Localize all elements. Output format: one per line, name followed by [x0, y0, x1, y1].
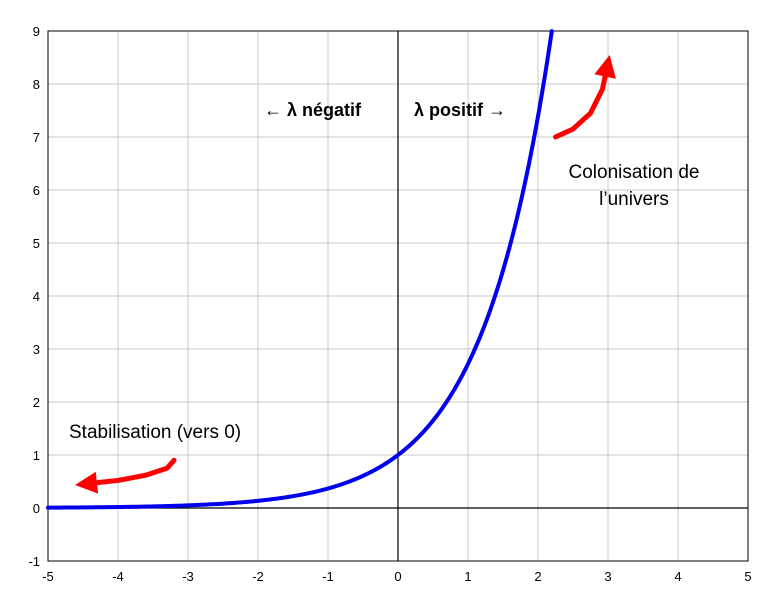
x-tick-label-2: -3 [182, 569, 194, 584]
colonisation-arrow-head [594, 54, 616, 79]
x-tick-label-0: -5 [42, 569, 54, 584]
x-tick-label-4: -1 [322, 569, 334, 584]
annotation-text-group: ← λ négatif λ positif → Stabilisation (v… [69, 100, 699, 443]
colonisation-arrow-shaft [553, 60, 611, 140]
lambda-negative-label: ← λ négatif [264, 100, 362, 120]
tick-labels: -5 -4 -3 -2 -1 0 1 2 3 4 5 -1 0 1 2 3 4 5 6 7 8 9 [28, 24, 751, 584]
x-tick-label-10: 5 [744, 569, 751, 584]
colonisation-label-line2: l’univers [599, 189, 669, 210]
y-tick-label-6: 5 [33, 236, 40, 251]
y-tick-label-3: 2 [33, 395, 40, 410]
x-tick-label-6: 1 [464, 569, 471, 584]
lambda-positive-label: λ positif → [414, 100, 506, 120]
x-tick-label-7: 2 [534, 569, 541, 584]
stabilisation-arrow [75, 457, 177, 494]
series-line-0 [46, 29, 554, 510]
y-tick-label-10: 9 [33, 24, 40, 39]
annotation-arrows [75, 54, 616, 494]
colonisation-arrow [553, 54, 616, 140]
y-tick-label-0: -1 [28, 554, 40, 569]
colonisation-label-line1: Colonisation de [569, 162, 700, 183]
y-tick-label-8: 7 [33, 130, 40, 145]
x-tick-label-1: -4 [112, 569, 124, 584]
x-tick-label-3: -2 [252, 569, 264, 584]
stabilisation-arrow-shaft [80, 457, 177, 487]
y-tick-label-5: 4 [33, 289, 40, 304]
y-tick-label-1: 0 [33, 501, 40, 516]
x-tick-label-9: 4 [674, 569, 681, 584]
y-tick-label-7: 6 [33, 183, 40, 198]
x-tick-label-5: 0 [394, 569, 401, 584]
x-tick-label-8: 3 [604, 569, 611, 584]
series-layer [46, 29, 554, 510]
y-tick-label-9: 8 [33, 77, 40, 92]
y-tick-label-4: 3 [33, 342, 40, 357]
stabilisation-label: Stabilisation (vers 0) [69, 422, 241, 443]
y-tick-label-2: 1 [33, 448, 40, 463]
stabilisation-arrow-head [75, 471, 99, 494]
